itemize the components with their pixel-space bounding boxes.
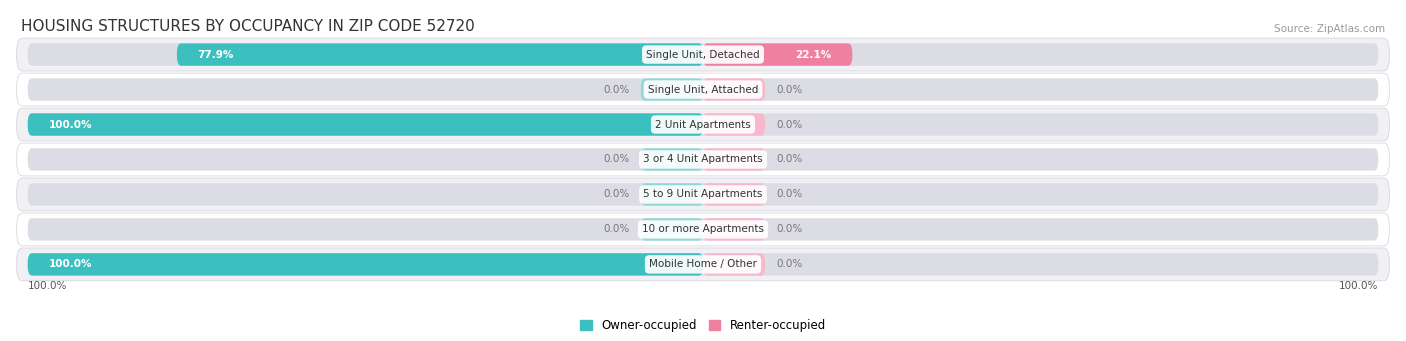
Text: 100.0%: 100.0% [48, 260, 91, 269]
Text: 77.9%: 77.9% [198, 49, 233, 60]
Text: 0.0%: 0.0% [776, 260, 803, 269]
Text: 0.0%: 0.0% [776, 224, 803, 234]
FancyBboxPatch shape [28, 43, 1378, 66]
Text: HOUSING STRUCTURES BY OCCUPANCY IN ZIP CODE 52720: HOUSING STRUCTURES BY OCCUPANCY IN ZIP C… [21, 19, 475, 34]
Text: 0.0%: 0.0% [776, 154, 803, 164]
FancyBboxPatch shape [703, 253, 765, 276]
Text: 100.0%: 100.0% [28, 281, 67, 291]
Text: 0.0%: 0.0% [603, 154, 630, 164]
Text: 10 or more Apartments: 10 or more Apartments [643, 224, 763, 234]
Text: 0.0%: 0.0% [776, 119, 803, 130]
FancyBboxPatch shape [17, 73, 1389, 106]
FancyBboxPatch shape [28, 78, 1378, 101]
FancyBboxPatch shape [28, 218, 1378, 241]
Text: 100.0%: 100.0% [1339, 281, 1378, 291]
FancyBboxPatch shape [17, 143, 1389, 176]
Text: 22.1%: 22.1% [796, 49, 831, 60]
FancyBboxPatch shape [641, 183, 703, 206]
FancyBboxPatch shape [703, 43, 852, 66]
Text: 0.0%: 0.0% [776, 190, 803, 199]
FancyBboxPatch shape [28, 113, 703, 136]
FancyBboxPatch shape [17, 213, 1389, 246]
FancyBboxPatch shape [28, 253, 703, 276]
FancyBboxPatch shape [17, 108, 1389, 141]
Text: Source: ZipAtlas.com: Source: ZipAtlas.com [1274, 24, 1385, 34]
Legend: Owner-occupied, Renter-occupied: Owner-occupied, Renter-occupied [579, 320, 827, 332]
Text: Single Unit, Detached: Single Unit, Detached [647, 49, 759, 60]
FancyBboxPatch shape [28, 183, 1378, 206]
FancyBboxPatch shape [17, 178, 1389, 211]
Text: 3 or 4 Unit Apartments: 3 or 4 Unit Apartments [643, 154, 763, 164]
FancyBboxPatch shape [28, 253, 1378, 276]
Text: Single Unit, Attached: Single Unit, Attached [648, 85, 758, 94]
FancyBboxPatch shape [17, 248, 1389, 281]
Text: 0.0%: 0.0% [603, 224, 630, 234]
Text: 2 Unit Apartments: 2 Unit Apartments [655, 119, 751, 130]
FancyBboxPatch shape [641, 148, 703, 171]
FancyBboxPatch shape [17, 38, 1389, 71]
FancyBboxPatch shape [177, 43, 703, 66]
Text: 100.0%: 100.0% [48, 119, 91, 130]
FancyBboxPatch shape [703, 78, 765, 101]
FancyBboxPatch shape [703, 148, 765, 171]
FancyBboxPatch shape [28, 113, 1378, 136]
FancyBboxPatch shape [703, 218, 765, 241]
Text: 0.0%: 0.0% [776, 85, 803, 94]
FancyBboxPatch shape [641, 218, 703, 241]
Text: 0.0%: 0.0% [603, 85, 630, 94]
Text: 0.0%: 0.0% [603, 190, 630, 199]
FancyBboxPatch shape [703, 113, 765, 136]
FancyBboxPatch shape [703, 183, 765, 206]
FancyBboxPatch shape [28, 148, 1378, 171]
Text: 5 to 9 Unit Apartments: 5 to 9 Unit Apartments [644, 190, 762, 199]
Text: Mobile Home / Other: Mobile Home / Other [650, 260, 756, 269]
FancyBboxPatch shape [641, 78, 703, 101]
